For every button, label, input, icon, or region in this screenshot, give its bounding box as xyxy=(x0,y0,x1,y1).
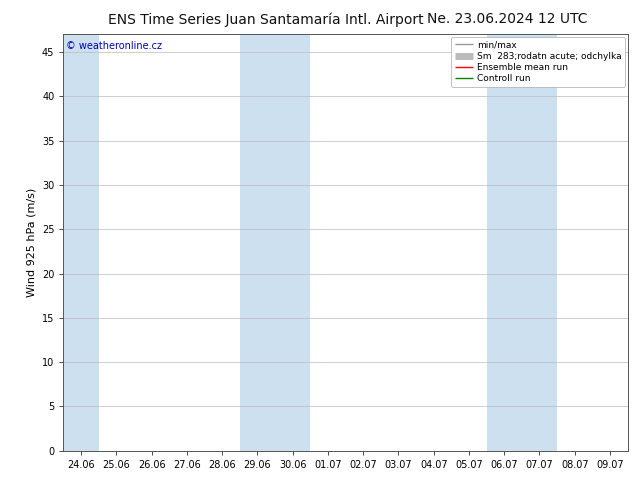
Text: ENS Time Series Juan Santamaría Intl. Airport: ENS Time Series Juan Santamaría Intl. Ai… xyxy=(108,12,424,27)
Text: Ne. 23.06.2024 12 UTC: Ne. 23.06.2024 12 UTC xyxy=(427,12,588,26)
Bar xyxy=(522,34,557,451)
Y-axis label: Wind 925 hPa (m/s): Wind 925 hPa (m/s) xyxy=(27,188,36,297)
Bar xyxy=(275,34,310,451)
Bar xyxy=(240,34,275,451)
Text: © weatheronline.cz: © weatheronline.cz xyxy=(66,41,162,50)
Legend: min/max, Sm  283;rodatn acute; odchylka, Ensemble mean run, Controll run: min/max, Sm 283;rodatn acute; odchylka, … xyxy=(451,37,625,87)
Bar xyxy=(63,34,99,451)
Bar xyxy=(487,34,522,451)
